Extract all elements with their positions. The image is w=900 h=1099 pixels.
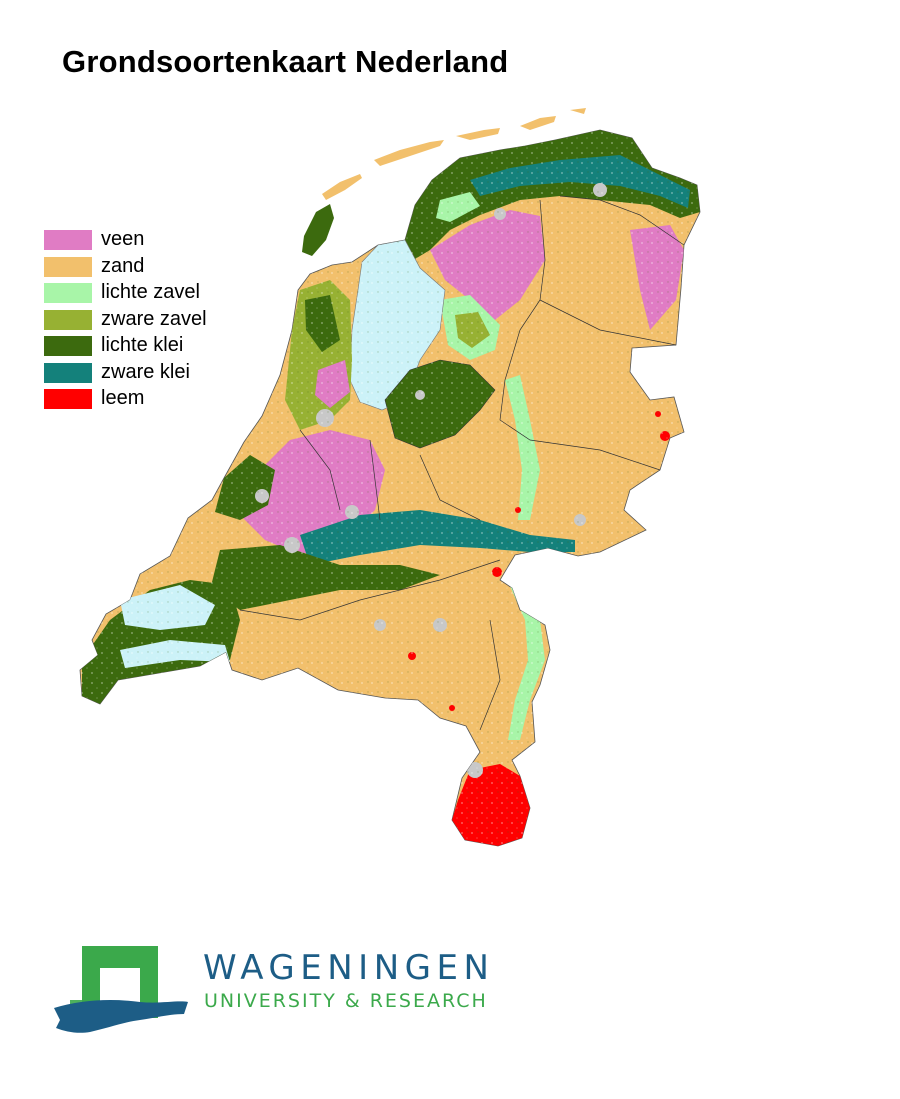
legend-label-zand: zand (101, 254, 145, 277)
island-terschelling (374, 140, 444, 166)
legend-swatch-lichte-klei (44, 336, 92, 356)
legend-label-zware-klei: zware klei (101, 360, 190, 383)
island-ameland (456, 128, 500, 140)
logo-wave (54, 1000, 188, 1033)
legend-swatch-zware-klei (44, 362, 92, 383)
legend-label-veen: veen (101, 228, 145, 250)
island-texel (302, 204, 334, 256)
legend-swatch-lichte-zavel (44, 283, 92, 303)
island-rottumeroog (570, 108, 586, 114)
legend-label-leem: leem (101, 387, 145, 409)
logo-subtitle: UNIVERSITY & RESEARCH (204, 990, 488, 1012)
legend-swatch-leem (44, 389, 92, 409)
legend-label-lichte-klei: lichte klei (101, 334, 184, 356)
legend-swatch-veen (44, 230, 92, 250)
island-schiermonnikoog (520, 116, 556, 130)
map-title: Grondsoortenkaart Nederland (62, 44, 509, 79)
legend-label-zware-zavel: zware zavel (101, 307, 207, 330)
province-borders (239, 195, 685, 731)
island-vlieland (322, 174, 362, 200)
logo-name: WAGENINGEN (203, 948, 495, 988)
legend-label-lichte-zavel: lichte zavel (101, 281, 200, 303)
legend-swatch-zand (44, 256, 92, 277)
wageningen-logo (54, 946, 188, 1033)
legend-swatch-zware-zavel (44, 309, 92, 330)
